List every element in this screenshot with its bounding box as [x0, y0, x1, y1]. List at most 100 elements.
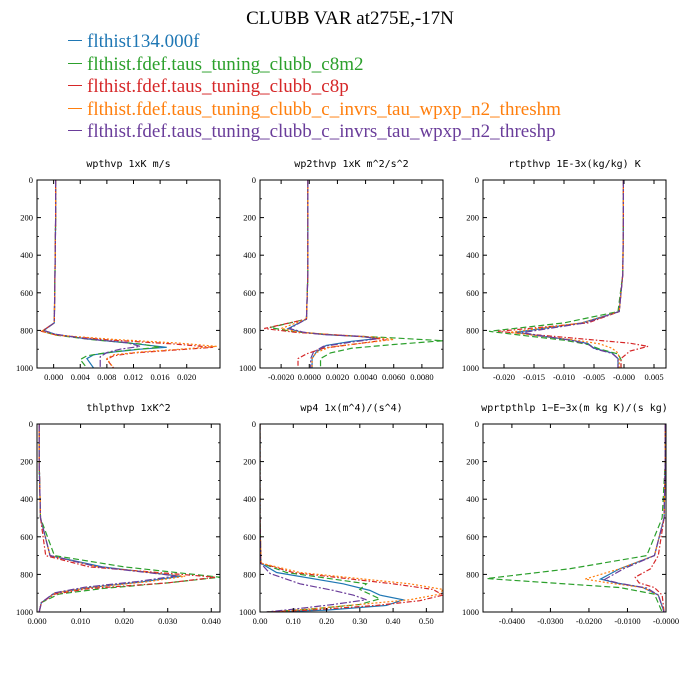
x-tick-label: 0.040	[202, 616, 221, 626]
series-line	[260, 424, 367, 612]
series-line	[634, 424, 666, 612]
chart-panel: wprtpthlp 1−E−3x(m kg K)/(s kg)0 200 400 60…	[462, 403, 679, 626]
panel-title: wp2thvp 1xK m^2/s^2	[294, 159, 408, 170]
series-line	[598, 424, 666, 612]
panel-title: wp4 1x(m^4)/(s^4)	[300, 403, 402, 414]
x-tick-label: -0.0400	[499, 616, 525, 626]
x-tick-label: 0.0080	[410, 372, 433, 382]
series-line	[486, 424, 666, 612]
y-tick-label: 800	[243, 325, 256, 335]
y-tick-label: 1000	[239, 363, 256, 373]
y-tick-label: 600	[466, 288, 479, 298]
x-tick-label: 0.50	[419, 616, 434, 626]
x-tick-label: -0.0300	[537, 616, 563, 626]
legend-label: flthist.fdef.taus_tuning_clubb_c_invrs_t…	[87, 121, 556, 142]
y-tick-label: 200	[466, 457, 479, 467]
legend-label: flthist.fdef.taus_tuning_clubb_c8p	[87, 76, 349, 97]
y-tick-label: 800	[243, 569, 256, 579]
plot-frame	[259, 179, 444, 369]
legend-swatch-line	[68, 62, 82, 64]
legend-entry: flthist.fdef.taus_tuning_clubb_c8m2	[68, 54, 561, 77]
legend-swatch-line	[68, 40, 82, 42]
chart-panel: wpthvp 1xK m/s 0 200 400 600 800 1000 0.000 0.00…	[16, 159, 221, 382]
panel-title: thlpthvp 1xK^2	[86, 403, 170, 414]
y-tick-label: 0	[29, 419, 33, 429]
x-tick-label: 0.00	[253, 616, 268, 626]
x-tick-label: -0.015	[523, 372, 545, 382]
series-line	[497, 180, 649, 368]
x-tick-label: 0.10	[286, 616, 301, 626]
x-tick-label: 0.020	[177, 372, 196, 382]
y-tick-label: 600	[20, 532, 33, 542]
panel-title: wprtpthlp 1−E−3x(m kg K)/(s kg)	[481, 403, 668, 414]
y-tick-label: 200	[20, 457, 33, 467]
x-tick-label: 0.0020	[326, 372, 349, 382]
y-tick-label: 600	[243, 532, 256, 542]
y-tick-label: 400	[466, 494, 479, 504]
y-tick-label: 0	[252, 175, 256, 185]
y-tick-label: 200	[466, 213, 479, 223]
y-tick-label: 800	[466, 569, 479, 579]
y-tick-label: 1000	[462, 363, 479, 373]
y-tick-label: 200	[243, 457, 256, 467]
y-tick-label: 600	[466, 532, 479, 542]
x-tick-label: 0.004	[71, 372, 91, 382]
legend-label: flthist.fdef.taus_tuning_clubb_c_invrs_t…	[87, 98, 561, 120]
x-tick-label: 0.010	[71, 616, 90, 626]
y-tick-label: 400	[243, 494, 256, 504]
x-tick-label: 0.40	[386, 616, 401, 626]
legend-swatch-line	[68, 107, 82, 109]
y-tick-label: 600	[20, 288, 33, 298]
x-tick-label: -0.0000	[653, 616, 679, 626]
x-tick-label: 0.000	[44, 372, 63, 382]
y-tick-label: 0	[475, 175, 479, 185]
series-line	[260, 424, 406, 612]
x-tick-label: 0.0040	[354, 372, 377, 382]
legend-label: flthist134.000f	[87, 31, 200, 52]
series-line	[488, 180, 625, 368]
x-tick-label: 0.005	[644, 372, 663, 382]
x-tick-label: -0.0020	[268, 372, 294, 382]
x-tick-label: 0.012	[124, 372, 143, 382]
y-tick-label: 0	[29, 175, 33, 185]
series-line	[40, 180, 214, 368]
panel-title: wpthvp 1xK m/s	[86, 159, 170, 170]
y-tick-label: 800	[20, 325, 33, 335]
y-tick-label: 1000	[239, 607, 256, 617]
y-tick-label: 600	[243, 288, 256, 298]
x-tick-label: -0.005	[583, 372, 605, 382]
legend-entry: flthist.fdef.taus_tuning_clubb_c8p	[68, 76, 561, 99]
x-tick-label: 0.020	[115, 616, 134, 626]
x-tick-label: 0.008	[97, 372, 116, 382]
x-tick-label: 0.016	[151, 372, 170, 382]
legend-entry: flthist.fdef.taus_tuning_clubb_c_invrs_t…	[68, 121, 561, 144]
series-line	[260, 424, 382, 612]
series-line	[38, 424, 186, 612]
y-tick-label: 200	[243, 213, 256, 223]
chart-panel: wp2thvp 1xK m^2/s^2 0 200 400 600 800 1000 -0.0…	[239, 159, 444, 382]
x-tick-label: -0.0200	[576, 616, 602, 626]
legend-entry: flthist.fdef.taus_tuning_clubb_c_invrs_t…	[68, 99, 561, 122]
x-tick-label: 0.20	[319, 616, 334, 626]
x-tick-label: -0.0100	[614, 616, 640, 626]
y-tick-label: 400	[20, 250, 33, 260]
y-tick-label: 200	[20, 213, 33, 223]
series-line	[602, 424, 666, 612]
x-tick-label: 0.0060	[382, 372, 405, 382]
y-tick-label: 800	[20, 569, 33, 579]
y-tick-label: 400	[466, 250, 479, 260]
legend: flthist134.000f flthist.fdef.taus_tuning…	[68, 31, 561, 144]
legend-entry: flthist134.000f	[68, 31, 561, 54]
y-tick-label: 1000	[16, 363, 33, 373]
series-line	[42, 180, 141, 368]
x-tick-label: 0.000	[27, 616, 46, 626]
chart-panel: rtpthvp 1E-3x(kg/kg) K 0 200 400 600 800 1000 -…	[462, 159, 667, 382]
plot-frame	[259, 423, 444, 613]
panel-title: rtpthvp 1E-3x(kg/kg) K	[508, 159, 640, 170]
y-tick-label: 400	[20, 494, 33, 504]
x-tick-label: 0.030	[158, 616, 177, 626]
x-tick-label: -0.020	[493, 372, 515, 382]
